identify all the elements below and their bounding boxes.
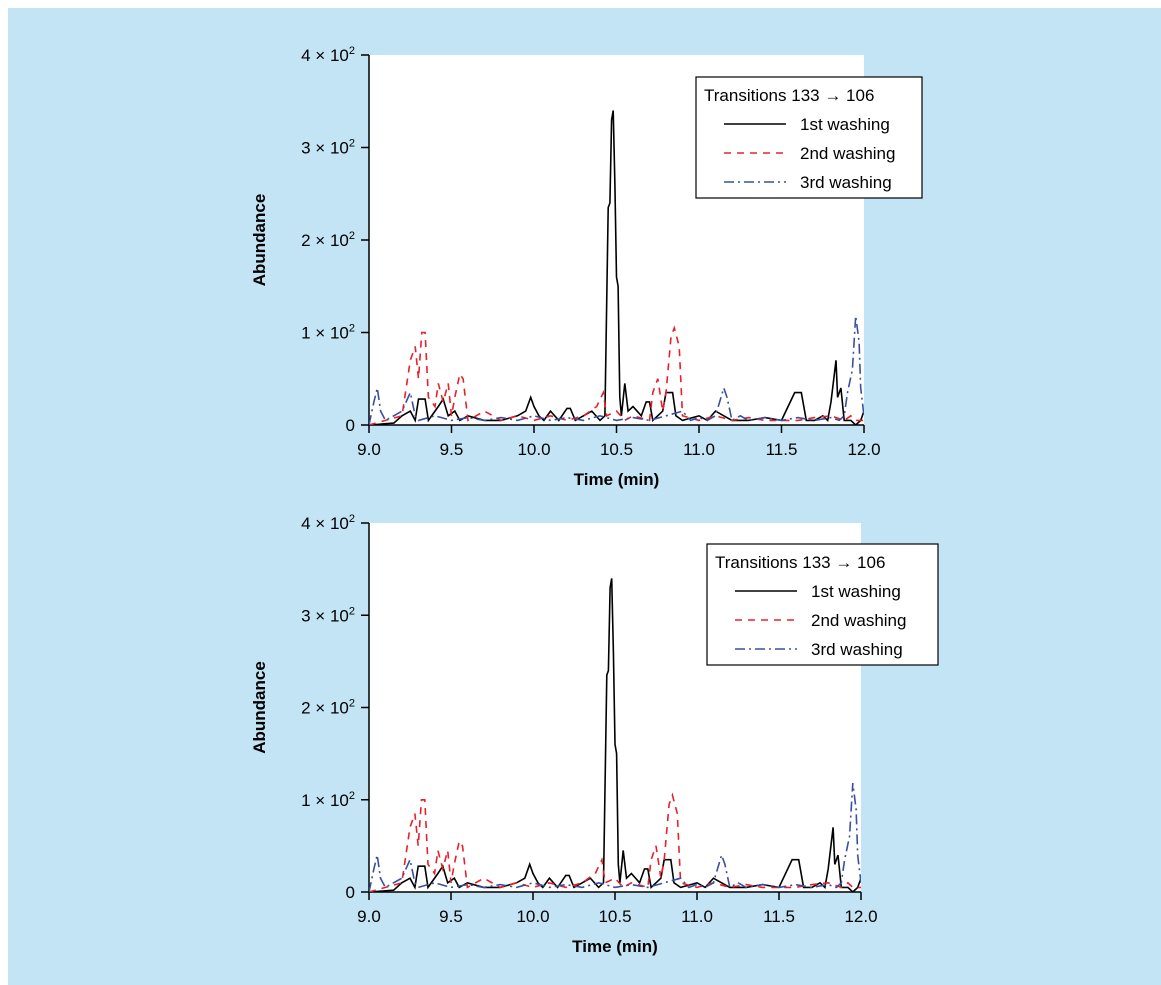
y-tick-label: 3 × 102 (301, 605, 355, 625)
chart-2: 9.0 9.5 10.0 10.5 11.0 11.5 12.0 0 1 × 102 2 × 10… (250, 513, 939, 956)
y-tick-label: 4 × 102 (301, 513, 355, 533)
y-tick-label: 3 × 102 (301, 138, 355, 158)
x-tick-label: 11.0 (681, 907, 713, 926)
legend-label-3: 3rd washing (800, 173, 892, 192)
x-tick-label: 9.5 (439, 907, 463, 926)
y-tick-label: 1 × 102 (301, 790, 355, 810)
x-tick-label: 10.0 (516, 907, 549, 926)
legend: Transitions 133 → 106 1st washing 2nd wash… (695, 76, 923, 199)
legend-box (695, 76, 923, 199)
series-line-2 (369, 792, 861, 892)
figure-panel: 9.0 9.5 10.0 10.5 11.0 11.5 12.0 0 1 × 102 2 × 10… (8, 8, 1161, 985)
x-tick-label: 9.0 (357, 440, 381, 459)
x-tick-label: 10.5 (600, 440, 633, 459)
y-axis-title: Abundance (250, 194, 269, 287)
x-tick-label: 11.0 (683, 440, 715, 459)
series-line-3 (369, 315, 864, 425)
y-tick-label: 0 (346, 883, 355, 902)
legend-label-3: 3rd washing (811, 640, 903, 659)
figure-svg: 9.0 9.5 10.0 10.5 11.0 11.5 12.0 0 1 × 102 2 × 10… (250, 45, 939, 956)
legend-title: Transitions 133 → 106 (715, 553, 885, 572)
y-tick-label: 4 × 102 (301, 45, 355, 65)
x-axis-title: Time (min) (572, 937, 658, 956)
y-tick-label: 1 × 102 (301, 323, 355, 343)
legend-title: Transitions 133 → 106 (704, 86, 874, 105)
x-tick-label: 12.0 (847, 440, 880, 459)
y-tick-label: 0 (346, 416, 355, 435)
series-line-3 (369, 782, 861, 892)
y-tick-label: 2 × 102 (301, 698, 355, 718)
chart-1: 9.0 9.5 10.0 10.5 11.0 11.5 12.0 0 1 × 102 2 × 10… (250, 45, 923, 489)
legend-label-1: 1st washing (811, 582, 901, 601)
x-tick-label: 10.5 (598, 907, 631, 926)
y-tick-label: 2 × 102 (301, 230, 355, 250)
y-axis-title: Abundance (250, 661, 269, 754)
legend-box (706, 543, 939, 666)
legend-label-1: 1st washing (800, 115, 890, 134)
series-line-2 (369, 325, 864, 425)
x-tick-label: 9.5 (440, 440, 464, 459)
legend-label-2: 2nd washing (811, 611, 906, 630)
x-tick-label: 11.5 (763, 907, 795, 926)
legend-label-2: 2nd washing (800, 144, 895, 163)
legend: Transitions 133 → 106 1st washing 2nd wash… (706, 543, 939, 666)
x-tick-label: 11.5 (766, 440, 798, 459)
x-axis-title: Time (min) (574, 470, 660, 489)
x-tick-label: 12.0 (844, 907, 877, 926)
x-tick-label: 9.0 (357, 907, 381, 926)
x-tick-label: 10.0 (517, 440, 550, 459)
